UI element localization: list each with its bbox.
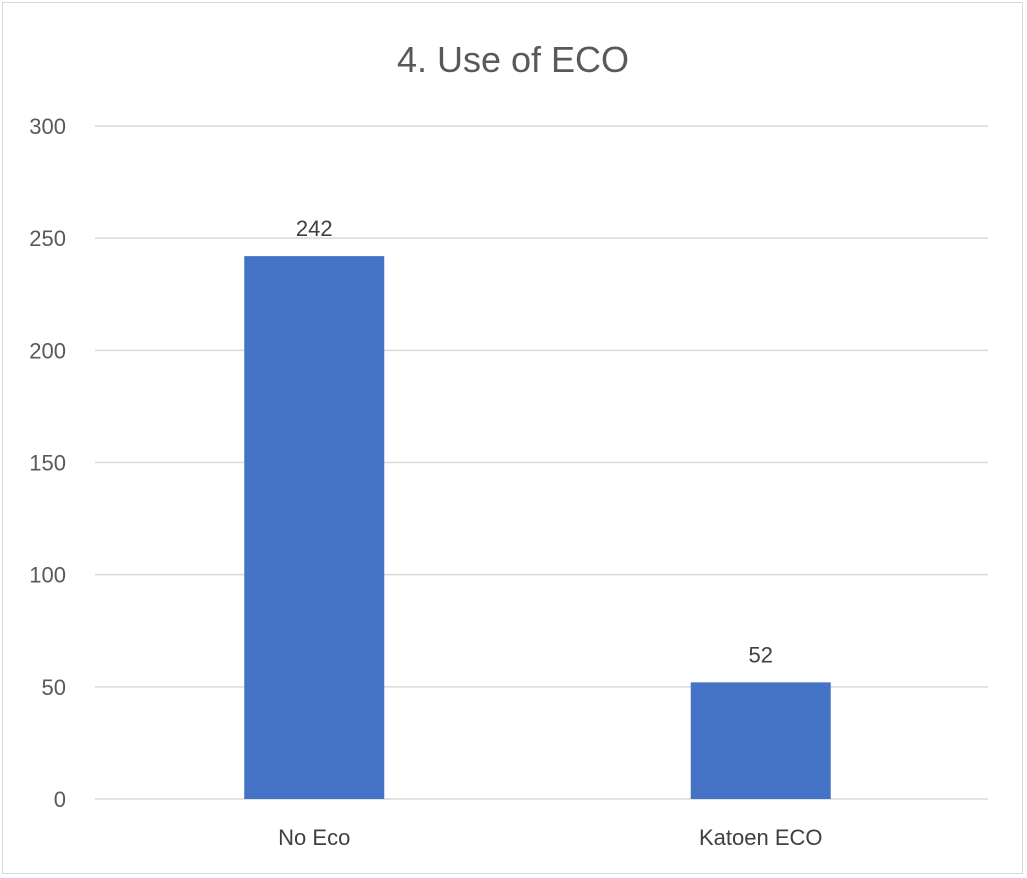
bar-no-eco [244, 256, 385, 799]
y-tick-label: 0 [54, 787, 66, 812]
gridlines [95, 125, 988, 800]
data-label: 242 [296, 216, 333, 241]
y-tick-label: 200 [29, 338, 66, 363]
data-label: 52 [749, 642, 773, 667]
y-tick-label: 150 [29, 451, 66, 476]
x-category-label: Katoen ECO [699, 825, 823, 850]
bar-katoen-eco [690, 682, 831, 799]
chart-title: 4. Use of ECO [397, 39, 629, 80]
x-axis-categories: No Eco Katoen ECO [278, 825, 822, 850]
y-tick-label: 50 [42, 675, 66, 700]
y-axis-ticks: 0 50 100 150 200 250 300 [29, 114, 66, 812]
bars [244, 256, 831, 799]
data-labels: 242 52 [296, 216, 773, 667]
y-tick-label: 100 [29, 563, 66, 588]
y-tick-label: 300 [29, 114, 66, 139]
x-category-label: No Eco [278, 825, 350, 850]
y-tick-label: 250 [29, 226, 66, 251]
